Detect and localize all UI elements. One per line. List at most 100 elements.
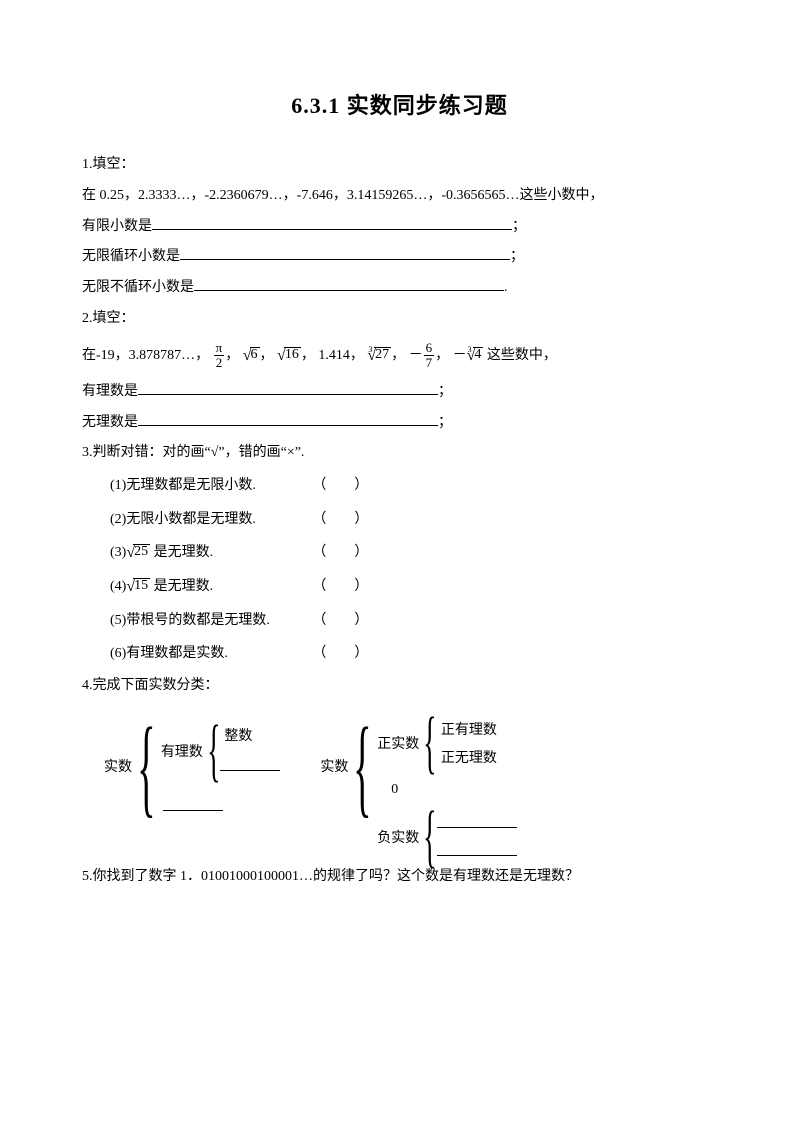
q2-head: 2.填空： — [82, 304, 717, 335]
semicolon: ； — [438, 415, 452, 430]
q2-rational-label: 有理数是 — [82, 384, 138, 399]
right-pos-branch: 正实数 { 正有理数 正无理数 — [373, 706, 517, 780]
brace-icon: { — [354, 711, 372, 821]
q2-rational-row: 有理数是 ； — [82, 377, 717, 408]
brace-icon: { — [207, 716, 220, 786]
q3-post: 是无理数. — [150, 545, 213, 560]
q2-list: 在-19，3.878787…， π 2 ， √6， √16， 1.414， 3√… — [82, 335, 717, 377]
q1-repeat-row: 无限循环小数是； — [82, 242, 717, 273]
q3-item-1: (1)无理数都是无限小数. （ ） — [82, 469, 717, 503]
answer-paren[interactable]: （ ） — [312, 512, 368, 527]
q4-blank[interactable] — [437, 841, 517, 856]
q3-item-2: (2)无限小数都是无理数. （ ） — [82, 503, 717, 537]
q1-finite-row: 有限小数是 ； — [82, 212, 717, 243]
q3-idx: (4) — [110, 579, 126, 594]
q1-head: 1.填空： — [82, 150, 717, 181]
right-zero: 0 — [387, 782, 402, 797]
semicolon: ； — [438, 384, 452, 399]
q3-stmt: 无理数都是无限小数. — [126, 469, 306, 503]
q3-head: 3.判断对错：对的画“√”，错的画“×”. — [82, 438, 717, 469]
q4-left: 实数 { 有理数 { 整数 — [100, 706, 280, 826]
right-pos-irrational: 正无理数 — [437, 751, 501, 766]
q3-stmt: √15 是无理数. — [126, 570, 306, 604]
left-root: 实数 — [100, 756, 136, 776]
answer-paren[interactable]: （ ） — [312, 478, 368, 493]
q3-stmt: 有理数都是实数. — [126, 637, 306, 671]
sqrt-25: √25 — [126, 545, 150, 561]
comma: ， — [350, 348, 364, 363]
sqrt-6: √6 — [243, 348, 260, 364]
period: . — [504, 280, 508, 295]
comma: ， — [391, 348, 405, 363]
brace-icon: { — [423, 708, 436, 778]
pi-over-2: π 2 — [214, 341, 225, 369]
neg-den: 7 — [424, 355, 435, 370]
q2-tail: 这些数中， — [487, 348, 557, 363]
q3-post: 是无理数. — [150, 579, 213, 594]
semicolon: ； — [510, 249, 524, 264]
q3-item-5: (5)带根号的数都是无理数. （ ） — [82, 604, 717, 638]
v-1-414: 1.414 — [318, 348, 350, 363]
q1-list: 在 0.25，2.3333…，-2.2360679…，-7.646，3.1415… — [82, 181, 717, 212]
q4-blank[interactable] — [437, 813, 517, 828]
q1-finite-label: 有限小数是 — [82, 219, 152, 234]
q4-blank[interactable] — [163, 796, 223, 811]
neg-cbrt-4: 3√4 — [467, 348, 484, 364]
q3-idx: (1) — [110, 478, 126, 493]
q4-right: 实数 { 正实数 { 正有理数 正无理数 0 负实数 { — [316, 706, 516, 826]
comma: ， — [301, 348, 315, 363]
sqrt-16: √16 — [277, 348, 301, 364]
right-neg-real: 负实数 — [373, 827, 423, 847]
pi-den: 2 — [214, 355, 225, 370]
q4-blank[interactable] — [220, 756, 280, 771]
answer-paren[interactable]: （ ） — [312, 545, 368, 560]
right-pos-rational: 正有理数 — [437, 723, 501, 738]
q3-stmt: √25 是无理数. — [126, 536, 306, 570]
left-rational-branch: 有理数 { 整数 — [157, 714, 281, 788]
neg-num: 6 — [424, 341, 435, 355]
answer-paren[interactable]: （ ） — [312, 613, 368, 628]
worksheet-page: 6.3.1 实数同步练习题 1.填空： 在 0.25，2.3333…，-2.23… — [0, 0, 799, 1130]
neg-6-7: 6 7 — [424, 341, 435, 369]
left-col: 有理数 { 整数 — [157, 711, 281, 821]
answer-paren[interactable]: （ ） — [312, 579, 368, 594]
q3-stmt: 带根号的数都是无理数. — [126, 604, 306, 638]
q3-idx: (3) — [110, 545, 126, 560]
q1-nonrepeat-blank[interactable] — [194, 275, 504, 291]
q1-nonrepeat-label: 无限不循环小数是 — [82, 280, 194, 295]
q1-finite-blank[interactable] — [152, 213, 512, 229]
brace-icon: { — [423, 802, 436, 872]
q2-irrational-blank[interactable] — [138, 409, 438, 425]
q3-stmt: 无限小数都是无理数. — [126, 503, 306, 537]
left-integer: 整数 — [220, 729, 256, 744]
q1-nonrepeat-row: 无限不循环小数是. — [82, 273, 717, 304]
q1-repeat-blank[interactable] — [180, 244, 510, 260]
neg-sign: － — [453, 348, 467, 363]
right-root: 实数 — [316, 756, 352, 776]
neg-sign: － — [409, 348, 423, 363]
q2-rational-blank[interactable] — [138, 378, 438, 394]
q3-idx: (2) — [110, 512, 126, 527]
left-rational: 有理数 — [157, 741, 207, 761]
right-neg-sub — [437, 809, 517, 865]
q4-diagrams: 实数 { 有理数 { 整数 实数 { 正实数 — [100, 706, 717, 826]
comma: ， — [260, 348, 274, 363]
left-rational-sub: 整数 — [220, 720, 280, 782]
comma: ， — [435, 348, 449, 363]
right-pos-sub: 正有理数 正无理数 — [437, 715, 501, 771]
answer-paren[interactable]: （ ） — [312, 646, 368, 661]
q2-intro: 在-19，3.878787…， — [82, 348, 209, 363]
brace-icon: { — [137, 711, 155, 821]
q4-head: 4.完成下面实数分类： — [82, 671, 717, 702]
q3-idx: (5) — [110, 613, 126, 628]
q5-text: 5.你找到了数字 1．01001000100001…的规律了吗？这个数是有理数还… — [82, 862, 717, 893]
sqrt-15: √15 — [126, 579, 150, 595]
q3-idx: (6) — [110, 646, 126, 661]
semicolon: ； — [512, 219, 526, 234]
right-col: 正实数 { 正有理数 正无理数 0 负实数 { — [373, 706, 517, 826]
right-pos-real: 正实数 — [373, 733, 423, 753]
q3-item-4: (4)√15 是无理数. （ ） — [82, 570, 717, 604]
pi-num: π — [214, 341, 225, 355]
q2-irrational-label: 无理数是 — [82, 415, 138, 430]
page-title: 6.3.1 实数同步练习题 — [82, 88, 717, 120]
